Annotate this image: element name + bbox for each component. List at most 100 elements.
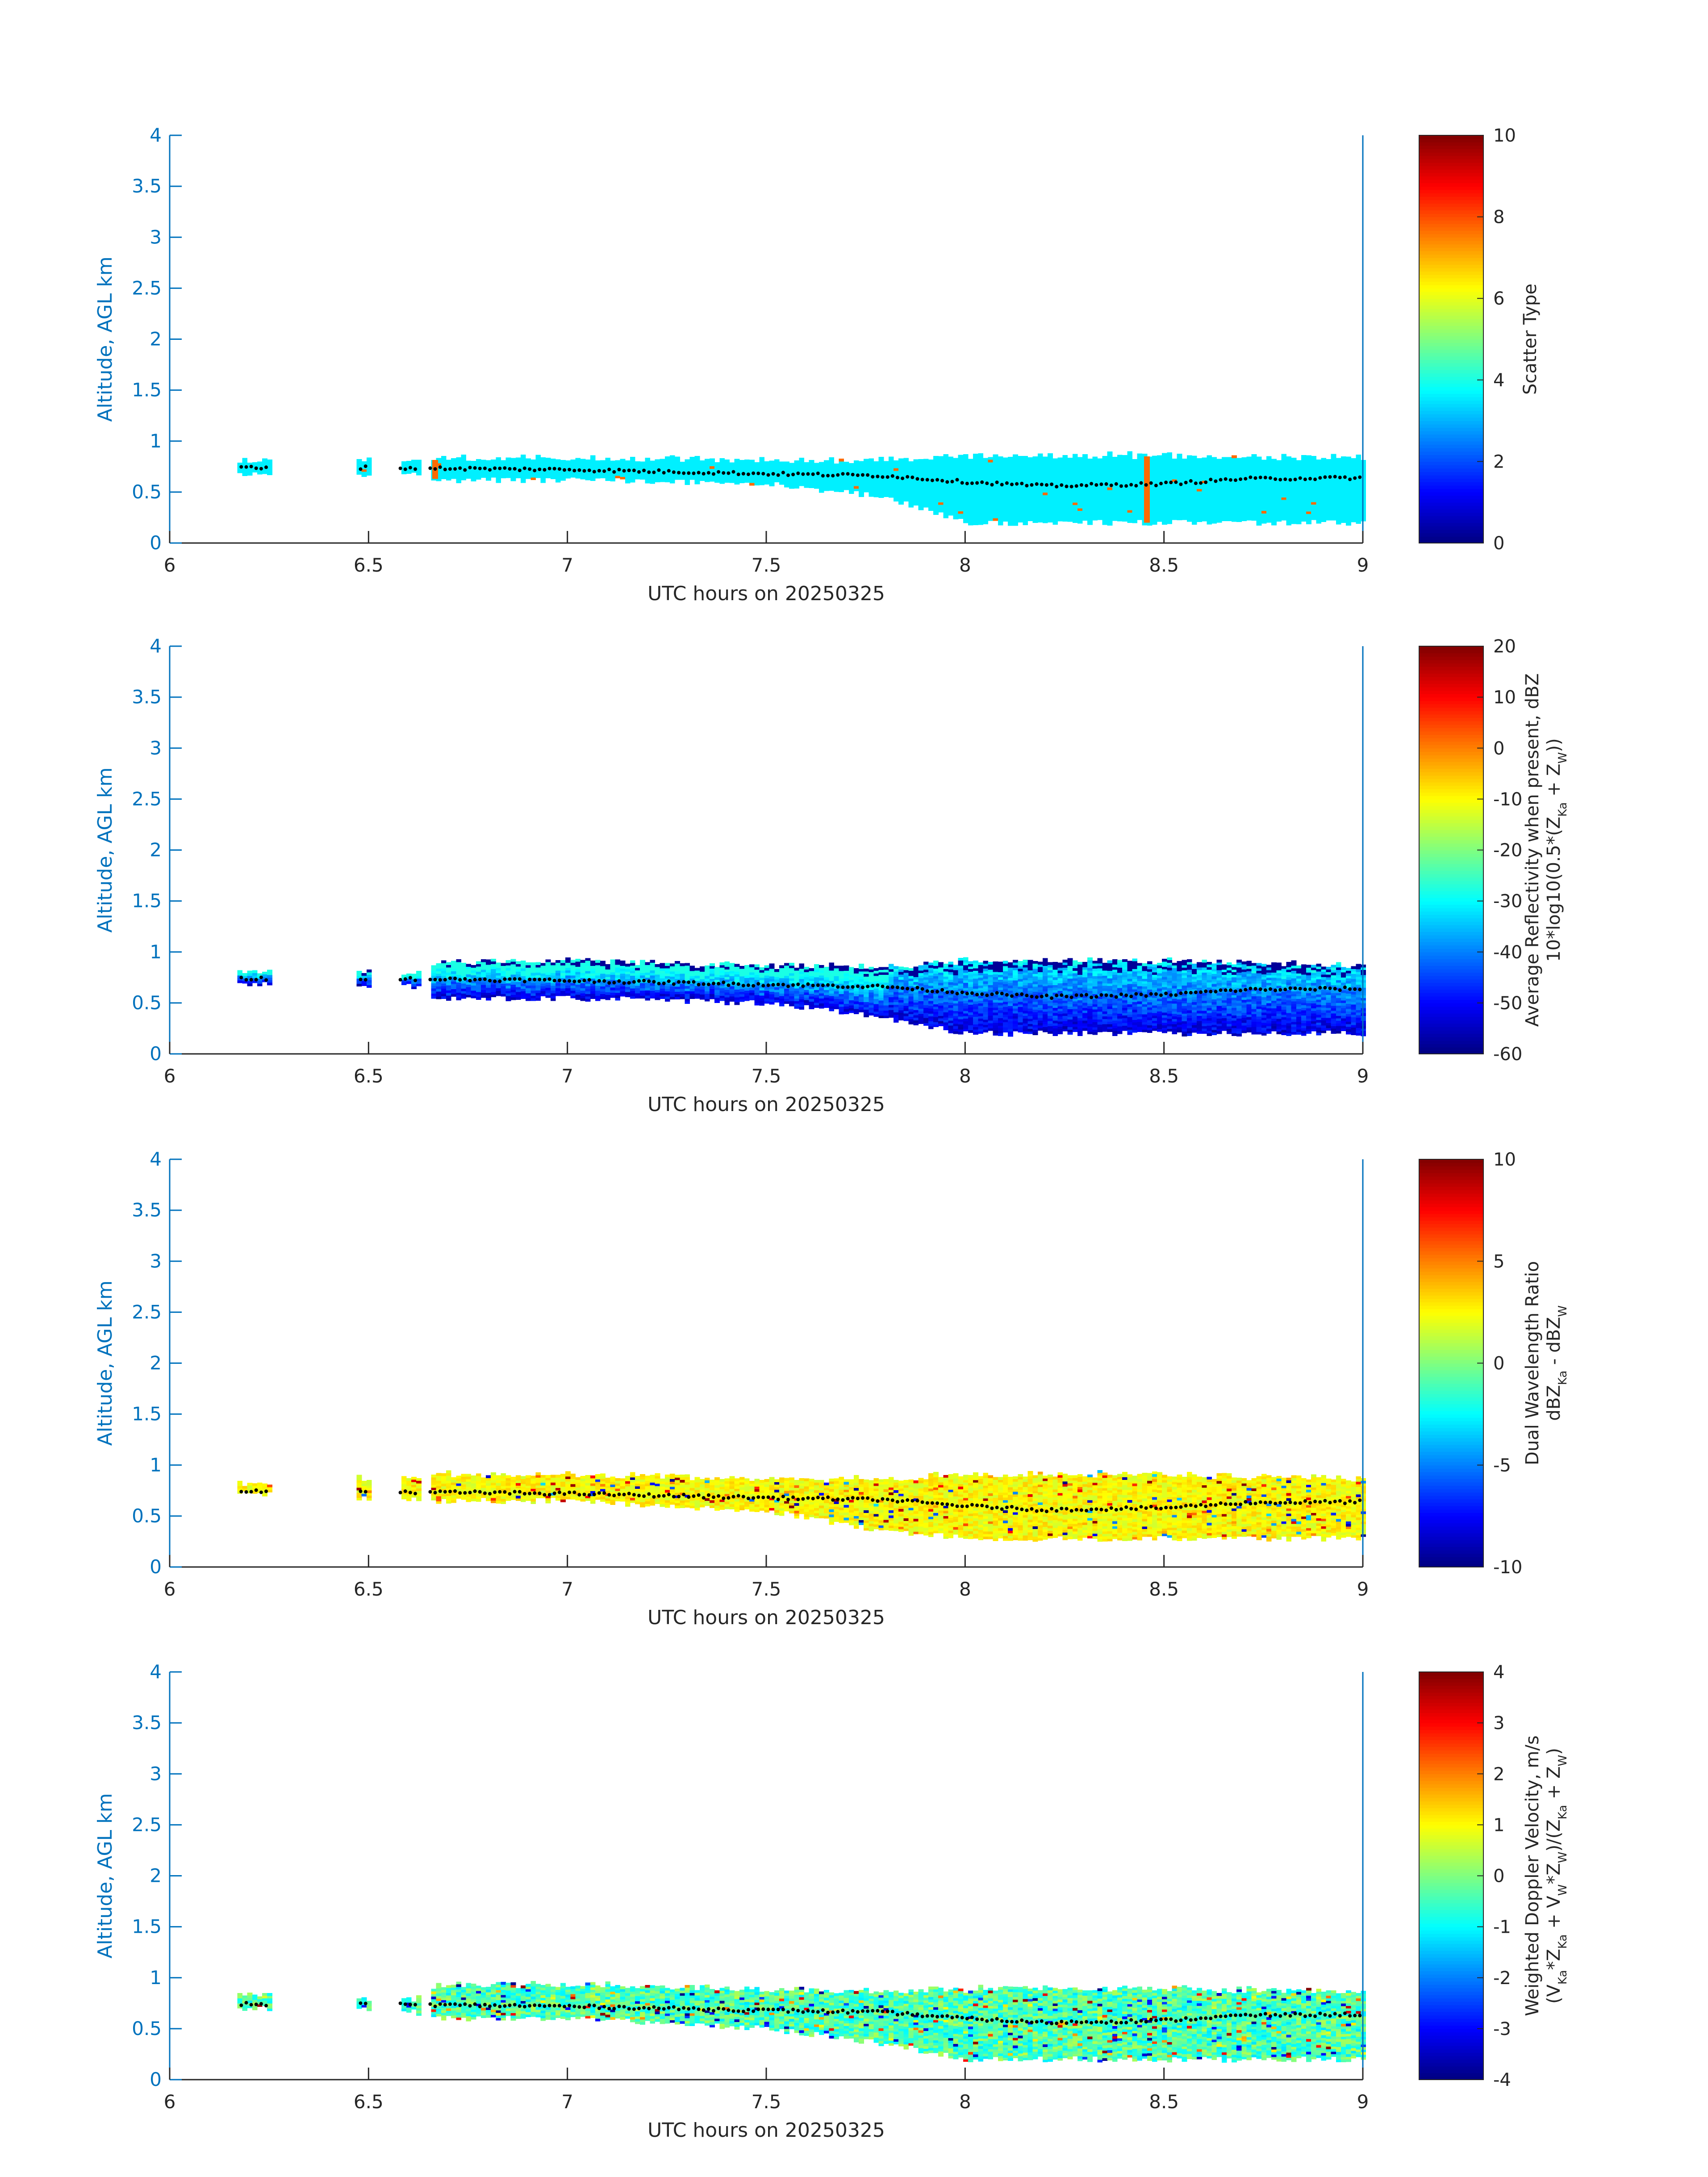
- heatmap-cell: [1127, 505, 1132, 508]
- heatmap-cell: [1167, 501, 1172, 504]
- centerline-point: [473, 466, 477, 470]
- heatmap-cell: [824, 483, 829, 486]
- heatmap-cell: [650, 478, 656, 481]
- heatmap-cell: [471, 473, 476, 476]
- heatmap-cell: [1122, 511, 1128, 514]
- heatmap-cell: [894, 460, 899, 464]
- heatmap-cell: [704, 461, 710, 464]
- heatmap-cell: [769, 481, 775, 484]
- heatmap-cell: [923, 474, 929, 477]
- heatmap-cell: [769, 969, 775, 972]
- heatmap-cell: [734, 466, 740, 469]
- heatmap-cell: [1067, 514, 1073, 517]
- heatmap-cell: [699, 991, 705, 995]
- heatmap-cell: [694, 973, 700, 976]
- heatmap-cell: [1251, 472, 1257, 475]
- heatmap-cell: [710, 466, 715, 469]
- heatmap-cell: [804, 464, 810, 468]
- heatmap-cell: [759, 993, 765, 996]
- heatmap-cell: [590, 988, 596, 991]
- heatmap-cell: [1306, 498, 1311, 501]
- heatmap-cell: [625, 465, 631, 468]
- heatmap-cell: [461, 965, 467, 969]
- heatmap-cell: [660, 978, 665, 981]
- heatmap-cell: [1002, 503, 1008, 506]
- heatmap-cell: [1052, 506, 1058, 510]
- heatmap-cell: [699, 966, 705, 969]
- heatmap-cell: [1002, 516, 1008, 519]
- heatmap-cell: [814, 476, 819, 479]
- heatmap-cell: [724, 477, 730, 481]
- heatmap-cell: [1182, 461, 1187, 464]
- heatmap-cell: [1276, 501, 1282, 504]
- heatmap-cell: [1107, 459, 1113, 462]
- heatmap-cell: [1137, 476, 1143, 480]
- centerline-point: [1323, 475, 1327, 479]
- heatmap-cell: [675, 978, 680, 982]
- heatmap-cell: [1172, 512, 1178, 515]
- heatmap-cell: [1127, 515, 1132, 518]
- heatmap-cell: [883, 468, 889, 472]
- centerline-point: [448, 467, 452, 471]
- heatmap-cell: [540, 991, 546, 994]
- heatmap-cell: [510, 974, 516, 977]
- heatmap-cell: [436, 458, 442, 461]
- heatmap-cell: [555, 962, 561, 965]
- heatmap-cell: [1341, 500, 1346, 503]
- heatmap-cell: [699, 971, 705, 974]
- heatmap-cell: [501, 468, 506, 471]
- heatmap-cell: [580, 982, 586, 986]
- heatmap-cell: [1013, 502, 1018, 506]
- heatmap-cell: [1341, 464, 1346, 467]
- heatmap-cell: [1008, 497, 1013, 501]
- heatmap-cell: [1296, 506, 1302, 509]
- heatmap-cell: [625, 481, 631, 484]
- heatmap-cell: [1008, 467, 1013, 470]
- heatmap-cell: [784, 996, 789, 999]
- heatmap-cell: [689, 988, 695, 991]
- heatmap-cell: [988, 503, 994, 506]
- heatmap-cell: [530, 462, 536, 465]
- heatmap-cell: [1112, 508, 1118, 511]
- heatmap-cell: [938, 474, 944, 477]
- heatmap-cell: [675, 456, 680, 460]
- heatmap-cell: [1062, 498, 1068, 501]
- heatmap-cell: [1157, 491, 1162, 494]
- centerline-point: [1079, 483, 1083, 487]
- heatmap-cell: [535, 995, 541, 999]
- heatmap-cell: [635, 965, 640, 968]
- heatmap-cell: [645, 460, 650, 463]
- heatmap-cell: [660, 968, 665, 971]
- heatmap-cell: [1221, 506, 1227, 509]
- heatmap-cell: [794, 986, 799, 989]
- heatmap-cell: [655, 969, 660, 972]
- heatmap-cell: [545, 470, 551, 473]
- heatmap-cell: [615, 959, 621, 962]
- heatmap-cell: [938, 510, 944, 513]
- heatmap-cell: [1037, 489, 1043, 492]
- heatmap-cell: [948, 487, 954, 490]
- heatmap-cell: [496, 975, 501, 978]
- heatmap-cell: [1162, 473, 1167, 476]
- heatmap-cell: [685, 459, 690, 462]
- heatmap-cell: [894, 483, 899, 486]
- heatmap-cell: [968, 517, 973, 520]
- heatmap-cell: [873, 464, 879, 467]
- heatmap-cell: [237, 973, 243, 976]
- heatmap-cell: [1192, 460, 1197, 464]
- heatmap-cell: [670, 468, 675, 471]
- heatmap-cell: [610, 463, 616, 466]
- heatmap-cell: [451, 978, 456, 982]
- heatmap-cell: [1072, 469, 1078, 472]
- heatmap-cell: [913, 472, 919, 475]
- heatmap-cell: [1232, 471, 1237, 474]
- heatmap-cell: [928, 470, 934, 473]
- heatmap-cell: [749, 470, 755, 473]
- heatmap-cell: [933, 501, 939, 505]
- heatmap-cell: [620, 965, 626, 969]
- heatmap-cell: [1002, 460, 1008, 463]
- heatmap-cell: [480, 972, 486, 975]
- heatmap-cell: [1048, 486, 1053, 489]
- heatmap-cell: [873, 494, 879, 497]
- heatmap-cell: [864, 476, 869, 480]
